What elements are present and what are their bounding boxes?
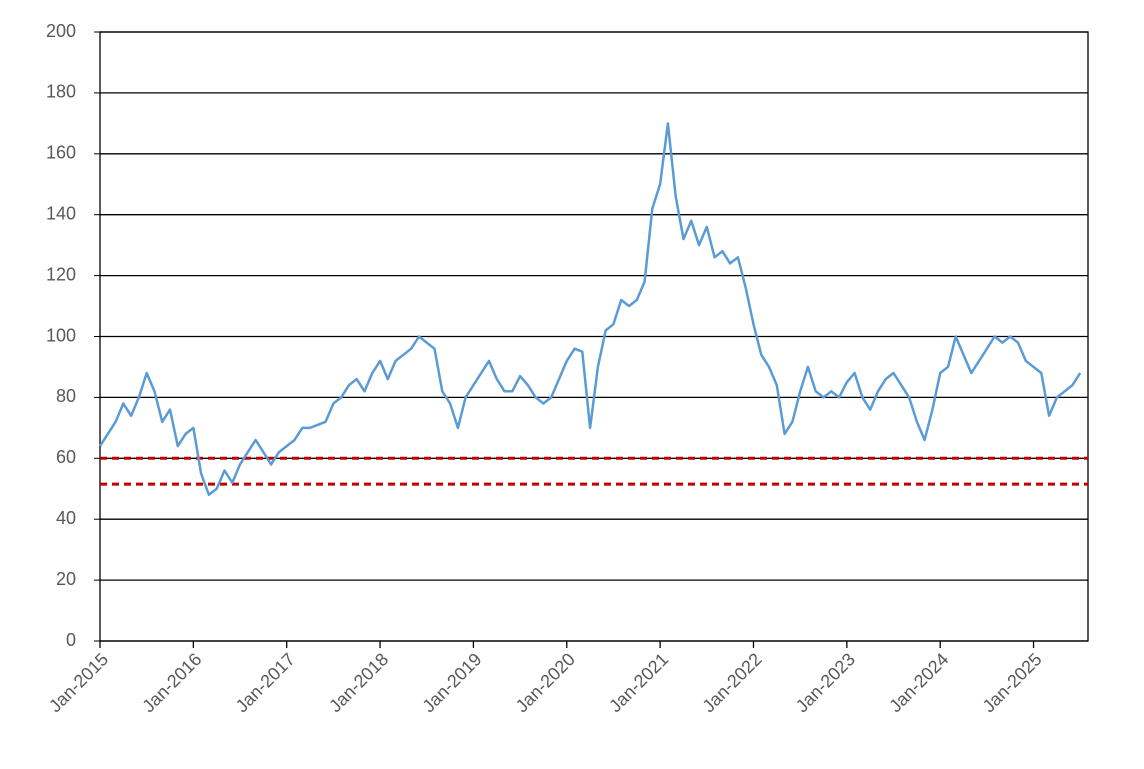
x-tick-label: Jan-2019 xyxy=(418,649,485,716)
x-tick-label: Jan-2015 xyxy=(45,649,112,716)
x-tick-label: Jan-2020 xyxy=(512,649,579,716)
x-tick-label: Jan-2021 xyxy=(605,649,672,716)
x-tick-label: Jan-2023 xyxy=(792,649,859,716)
y-tick-label: 120 xyxy=(46,264,76,284)
y-tick-label: 80 xyxy=(56,386,76,406)
plot-frame xyxy=(99,31,1089,642)
data-line xyxy=(98,122,1082,497)
x-tick-label: Jan-2018 xyxy=(325,649,392,716)
y-tick-label: 60 xyxy=(56,447,76,467)
x-tick-label: Jan-2016 xyxy=(138,649,205,716)
y-tick-label: 200 xyxy=(46,21,76,41)
x-tick-label: Jan-2024 xyxy=(885,649,952,716)
y-tick-label: 140 xyxy=(46,203,76,223)
y-tick-label: 100 xyxy=(46,325,76,345)
y-tick-label: 20 xyxy=(56,569,76,589)
x-tick-label: Jan-2025 xyxy=(979,649,1046,716)
y-tick-label: 40 xyxy=(56,508,76,528)
x-tick-label: Jan-2017 xyxy=(232,649,299,716)
y-tick-label: 180 xyxy=(46,82,76,102)
y-tick-label: 160 xyxy=(46,143,76,163)
x-tick-label: Jan-2022 xyxy=(698,649,765,716)
y-tick-label: 0 xyxy=(66,630,76,650)
